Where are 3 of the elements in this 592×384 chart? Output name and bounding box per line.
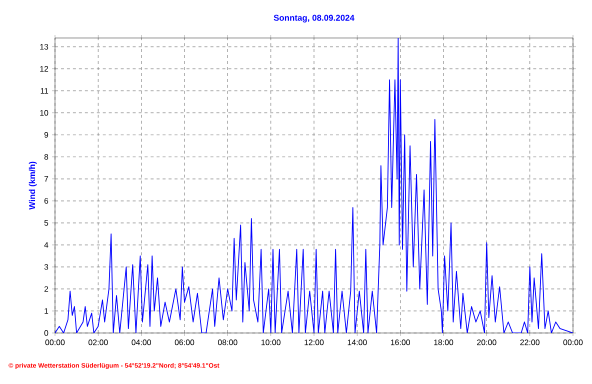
y-axis-title: Wind (km/h) (28, 162, 37, 210)
chart-title: Sonntag, 08.09.2024 (274, 14, 354, 22)
line-series (55, 38, 574, 333)
